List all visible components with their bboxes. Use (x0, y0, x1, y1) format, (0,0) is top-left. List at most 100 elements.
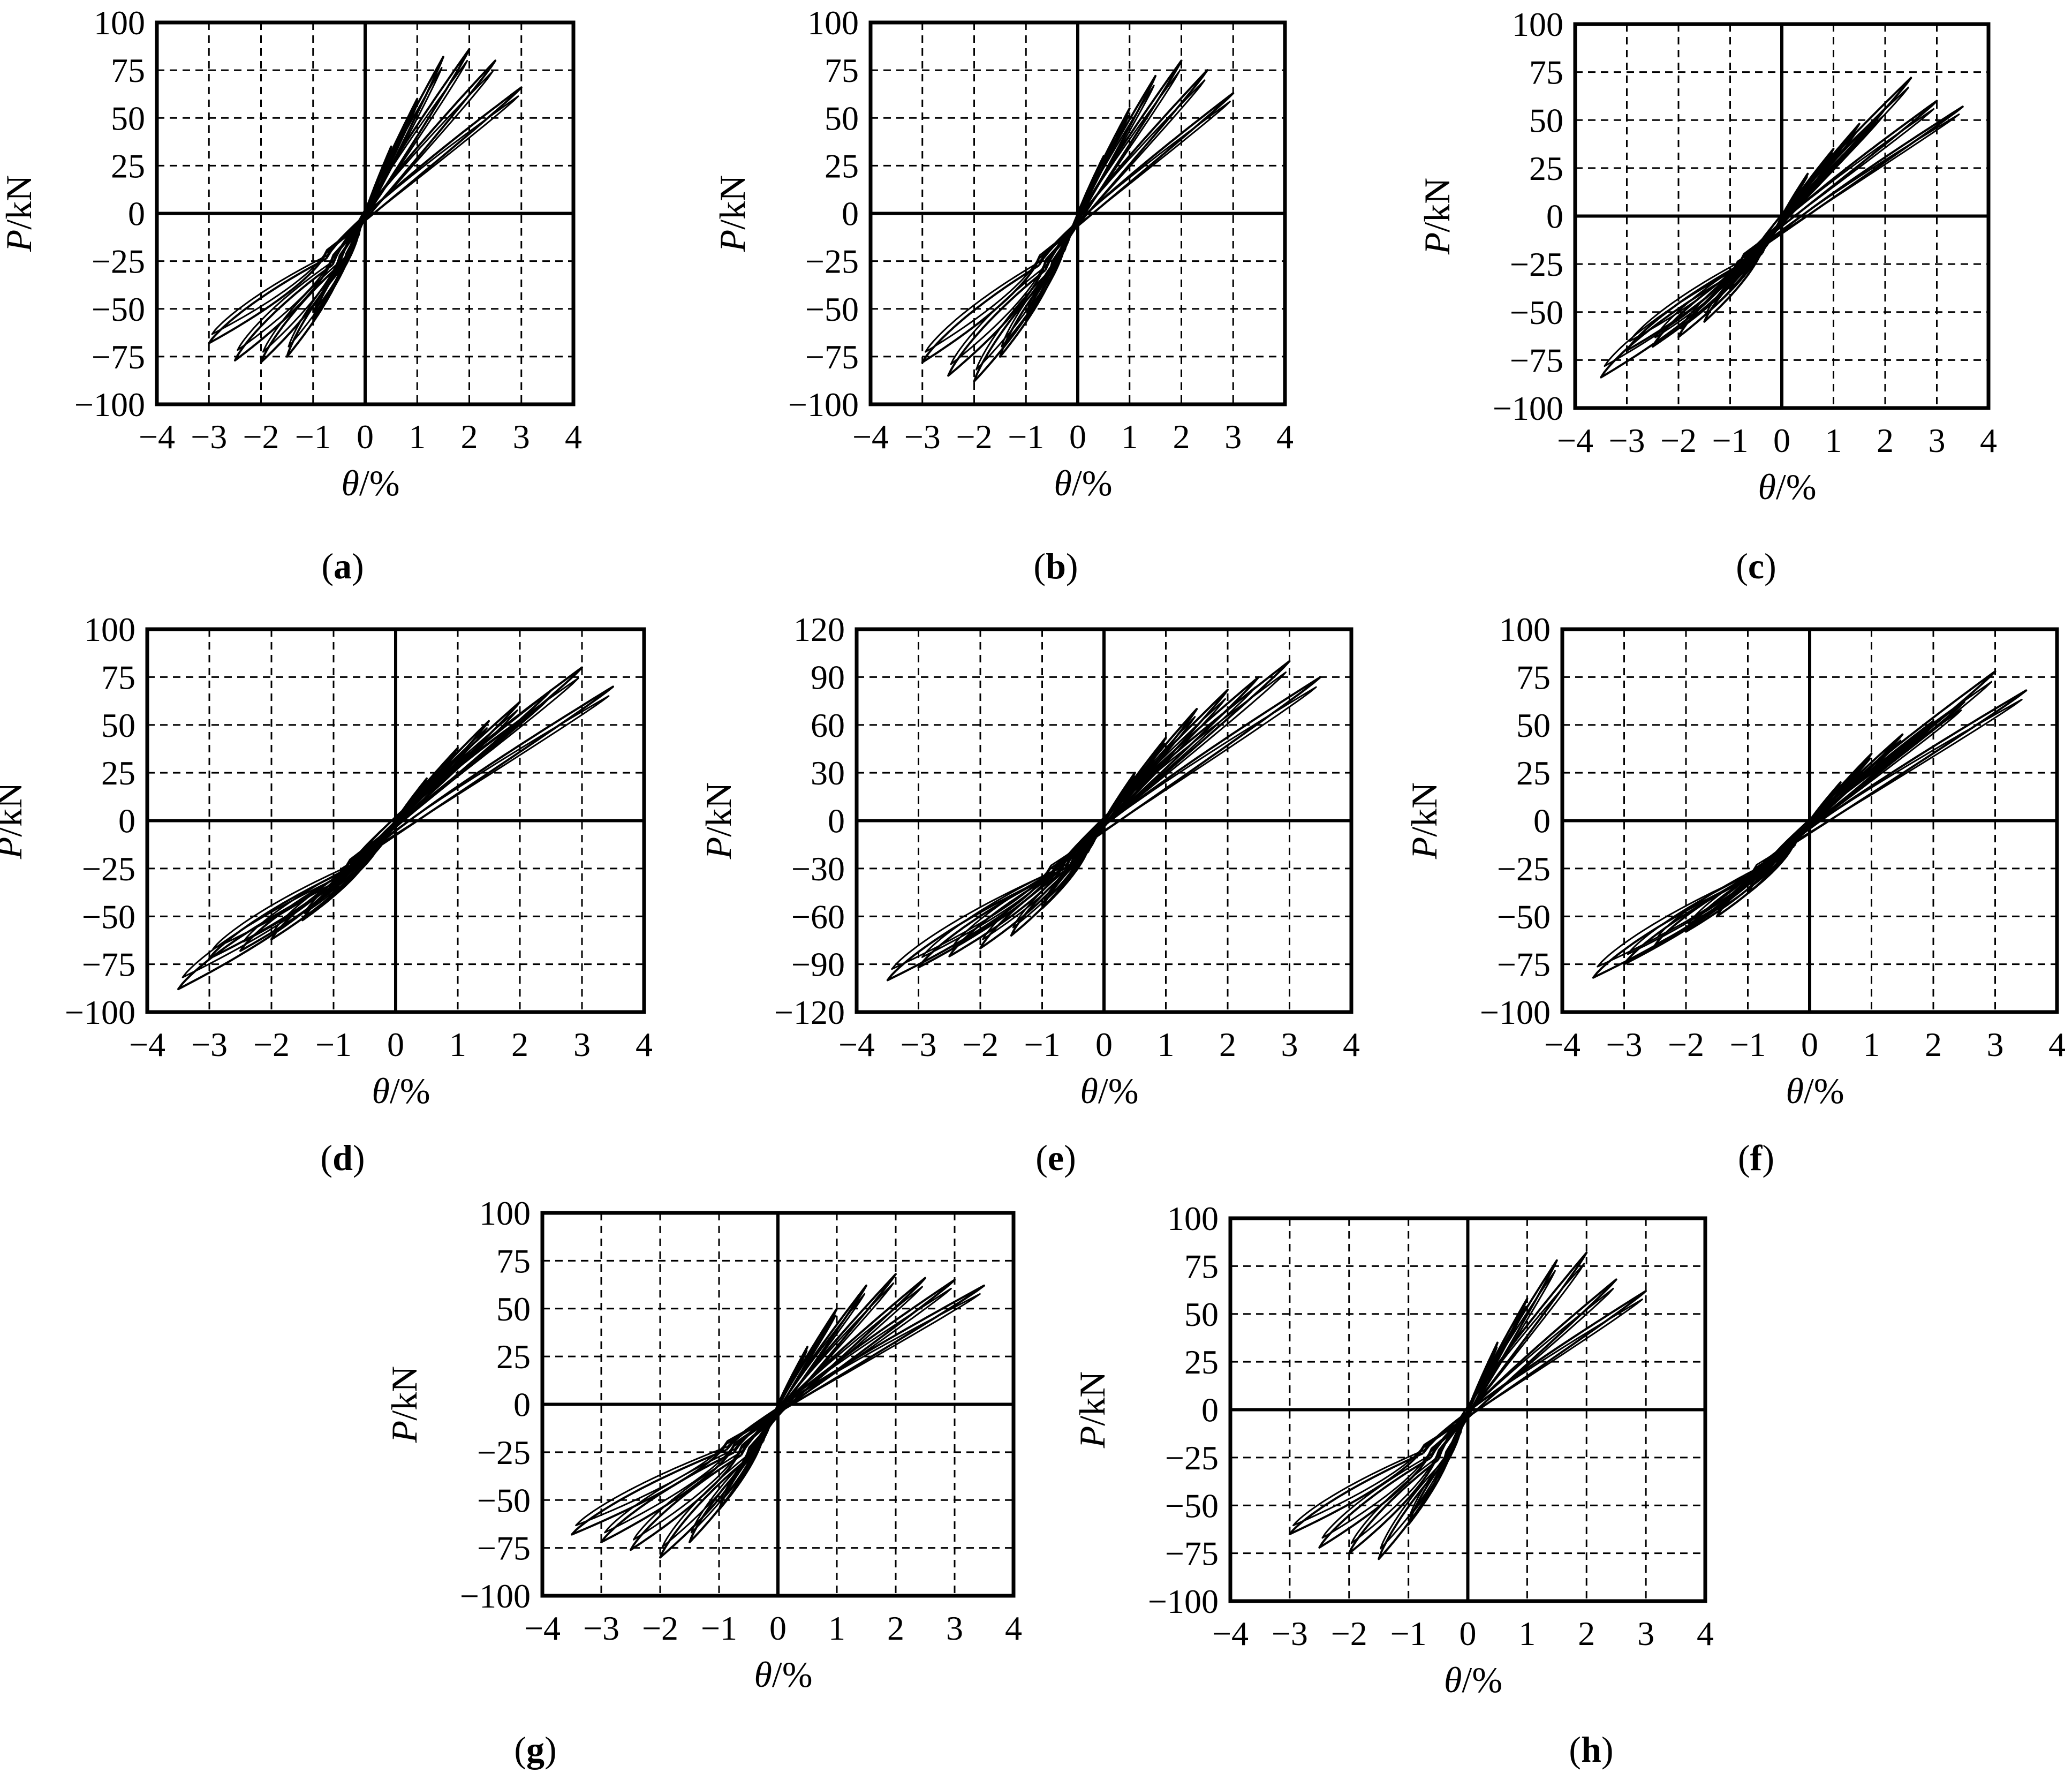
plot-frame (155, 20, 576, 406)
y-axis-label: P/kN (0, 175, 39, 253)
x-axis-label: θ/% (1758, 466, 1817, 507)
plot-frame (145, 627, 646, 1014)
y-tick-label: 50 (111, 99, 145, 137)
y-tick-label: −50 (477, 1481, 531, 1519)
panel-caption: (a) (321, 546, 364, 586)
y-tick-label: −75 (82, 946, 135, 984)
panel-caption: (f) (1738, 1137, 1774, 1178)
panel-h: −4 −3 −2 −1 0 1 2 3 4 −100 −75 −50 −25 0 25 50 75 100 θ/% P… (1072, 1199, 1714, 1770)
x-tick-label: 2 (1578, 1615, 1595, 1653)
x-tick-label: 3 (573, 1025, 591, 1063)
x-tick-label: −4 (852, 418, 889, 456)
x-tick-label: −4 (1212, 1615, 1249, 1653)
y-tick-label: 100 (1512, 5, 1563, 43)
x-tick-label: 4 (636, 1025, 653, 1063)
x-tick-label: −1 (1712, 421, 1748, 459)
x-tick-label: 4 (565, 418, 582, 456)
y-tick-label: −50 (1497, 897, 1551, 936)
y-tick-label: 0 (828, 802, 845, 840)
panel-caption: (e) (1035, 1137, 1076, 1178)
x-axis-label: θ/% (1054, 463, 1113, 503)
x-tick-label: 0 (1801, 1025, 1818, 1063)
y-tick-label: 50 (1516, 706, 1551, 744)
hysteresis-loop-7-repeat (1604, 114, 1960, 367)
y-tick-label: 50 (1184, 1295, 1219, 1333)
y-tick-label: 0 (842, 195, 859, 233)
y-axis-label: P/kN (1072, 1371, 1113, 1449)
y-tick-label: 25 (496, 1338, 531, 1376)
x-tick-label: 0 (357, 418, 374, 456)
x-tick-label: −3 (900, 1025, 936, 1063)
y-tick-label: 60 (811, 706, 845, 744)
y-tick-label: −75 (1510, 341, 1563, 379)
hysteresis-loop-7-repeat (1597, 698, 2023, 968)
x-tick-label: 2 (1925, 1025, 1942, 1063)
y-tick-label: 100 (479, 1194, 531, 1232)
y-tick-label: −75 (92, 338, 145, 376)
panel-caption: (h) (1569, 1729, 1613, 1770)
x-tick-label: 1 (1825, 421, 1842, 459)
x-tick-label: 0 (1460, 1615, 1477, 1653)
x-tick-label: 1 (1863, 1025, 1880, 1063)
y-tick-label: −30 (791, 850, 845, 888)
x-tick-label: 2 (461, 418, 478, 456)
y-tick-label: 90 (811, 658, 845, 696)
y-tick-label: 25 (1516, 754, 1551, 792)
y-tick-label: 0 (118, 802, 135, 840)
hysteresis-loop-6-repeat (212, 677, 579, 950)
plot-frame (868, 20, 1287, 406)
x-axis-label: θ/% (342, 463, 400, 503)
x-tick-label: 0 (1095, 1025, 1113, 1063)
y-axis-label: P/kN (698, 782, 739, 860)
hysteresis-loop-3-repeat (288, 67, 443, 348)
hysteresis-loop-7-repeat (182, 695, 610, 978)
x-tick-label: 4 (1343, 1025, 1360, 1063)
x-tick-label: 0 (1773, 421, 1790, 459)
y-tick-label: −50 (1510, 293, 1563, 331)
y-axis-label: P/kN (0, 782, 29, 860)
panel-caption: (b) (1033, 546, 1078, 586)
y-tick-label: −120 (774, 993, 845, 1031)
x-tick-label: 2 (1173, 418, 1190, 456)
y-tick-label: 75 (1529, 54, 1563, 92)
y-tick-label: −25 (805, 243, 859, 281)
plot-frame (1560, 627, 2059, 1014)
hysteresis-loop-7-repeat (891, 686, 1317, 970)
hysteresis-loop-5-repeat (1321, 1287, 1614, 1539)
y-tick-label: −50 (805, 290, 859, 328)
panel-a: −4 −3 −2 −1 0 1 2 3 4−100−75−50−250255075100θ/%P… (0, 4, 582, 586)
x-tick-label: −1 (1008, 418, 1044, 456)
y-axis-label: P/kN (1417, 178, 1457, 255)
x-tick-label: −1 (1024, 1025, 1060, 1063)
x-tick-label: −2 (642, 1609, 678, 1647)
hysteresis-loop-6-repeat (1629, 108, 1935, 342)
y-tick-label: 75 (496, 1242, 531, 1280)
y-tick-label: −25 (477, 1434, 531, 1472)
x-tick-label: −1 (1729, 1025, 1766, 1063)
y-tick-label: −75 (1497, 946, 1551, 984)
y-tick-label: −50 (1165, 1487, 1219, 1525)
x-tick-label: 2 (1877, 421, 1894, 459)
hysteresis-loop-7-repeat (575, 1293, 981, 1527)
y-tick-label: 30 (811, 754, 845, 792)
x-tick-label: 3 (513, 418, 530, 456)
hysteresis-loop-4-repeat (262, 59, 468, 353)
x-tick-label: −3 (191, 1025, 228, 1063)
y-tick-label: −25 (82, 850, 135, 888)
plot-frame (1228, 1216, 1707, 1603)
y-tick-label: 0 (1201, 1391, 1219, 1429)
x-tick-label: 3 (946, 1609, 963, 1647)
y-tick-label: −75 (805, 338, 859, 376)
y-tick-label: −90 (791, 946, 845, 984)
x-tick-label: −3 (583, 1609, 619, 1647)
x-tick-label: 1 (409, 418, 426, 456)
panel-e: −4 −3 −2 −1 0 1 2 3 4 −120 −90 −60 −30 0 30 60 90 120 θ/% P… (698, 610, 1360, 1178)
y-tick-label: 75 (111, 51, 145, 89)
x-tick-label: −3 (904, 418, 941, 456)
hysteresis-loop-5-repeat (950, 79, 1206, 365)
y-tick-label: 25 (101, 754, 135, 792)
x-tick-label: 1 (1158, 1025, 1175, 1063)
y-tick-label: −100 (1148, 1582, 1219, 1620)
x-tick-label: −2 (1668, 1025, 1704, 1063)
y-tick-label: −100 (788, 386, 859, 424)
